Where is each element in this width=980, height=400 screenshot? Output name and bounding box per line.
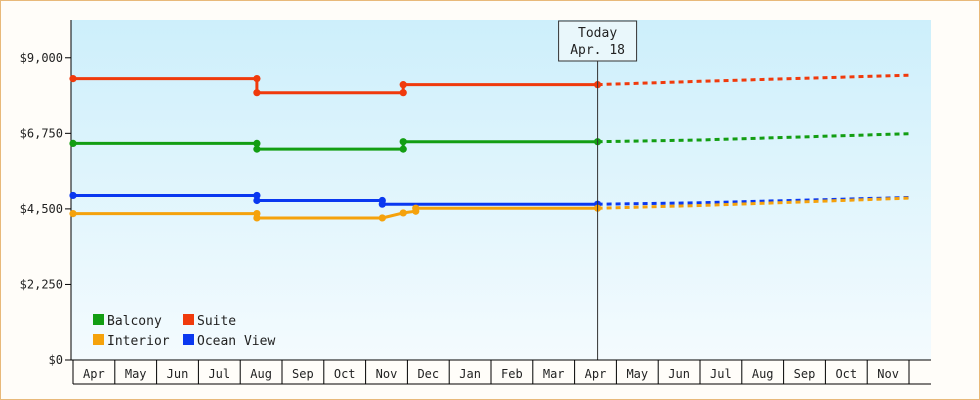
data-point-interior xyxy=(69,209,77,218)
x-tick-label: May xyxy=(125,367,147,381)
plot-area xyxy=(71,20,931,360)
data-point-ocean-view xyxy=(69,191,77,200)
today-label: Today xyxy=(578,26,617,41)
data-point-ocean-view xyxy=(378,200,386,208)
data-point-balcony xyxy=(399,145,407,153)
data-point-ocean-view xyxy=(253,191,261,200)
legend-swatch xyxy=(93,334,104,345)
legend: Balcony Suite Interior Ocean View xyxy=(93,314,275,349)
series-line-ocean-view xyxy=(73,194,598,206)
x-tick-label: Aug xyxy=(752,367,774,381)
today-box xyxy=(558,20,638,62)
x-tick-label: Sep xyxy=(292,367,314,381)
y-tick-label: $6,750 xyxy=(20,126,63,140)
y-tick-label: $4,500 xyxy=(20,202,63,216)
series-layer xyxy=(69,73,910,222)
x-tick-label: Mar xyxy=(543,367,565,381)
x-tick-label: Jul xyxy=(710,367,732,381)
data-point-ocean-view xyxy=(253,196,261,205)
legend-label: Interior xyxy=(107,334,170,349)
data-point-suite xyxy=(253,89,261,97)
x-tick-label: Oct xyxy=(835,367,857,381)
data-point-suite xyxy=(253,74,261,83)
series-line-suite xyxy=(73,77,598,95)
data-point-interior xyxy=(378,214,386,222)
x-axis: Apr May Jun Jul Aug Sep Oct Nov Dec Jan Feb Mar Apr M… xyxy=(71,359,931,385)
x-tick-label: Jul xyxy=(208,367,230,381)
x-tick-label: Nov xyxy=(877,367,899,381)
series-projection-suite xyxy=(597,73,910,87)
x-tick-label: Aug xyxy=(250,367,272,381)
data-point-interior xyxy=(399,209,407,217)
today-marker: Today Apr. 18 xyxy=(558,20,638,360)
data-point-suite xyxy=(69,74,77,83)
legend-label: Balcony xyxy=(107,314,162,329)
data-point-suite xyxy=(399,81,407,89)
x-tick-label: Oct xyxy=(334,367,356,381)
data-point-interior xyxy=(412,204,420,212)
series-projection-interior xyxy=(597,196,910,210)
x-tick-label: Apr xyxy=(585,367,607,381)
y-tick-label: $2,250 xyxy=(20,277,63,291)
x-tick-label: Jun xyxy=(668,367,690,381)
data-point-suite xyxy=(399,89,407,97)
x-tick-label: Jun xyxy=(167,367,189,381)
data-point-interior xyxy=(253,214,261,222)
x-tick-label: Nov xyxy=(376,367,398,381)
legend-swatch xyxy=(183,314,194,325)
x-tick-label: Dec xyxy=(417,367,439,381)
series-projection-ocean-view xyxy=(597,196,910,206)
x-tick-label: Apr xyxy=(83,367,105,381)
y-axis: $0 $2,250 $4,500 $6,750 $9,000 xyxy=(20,20,72,367)
x-tick-label: Sep xyxy=(794,367,816,381)
x-tick-label: May xyxy=(626,367,648,381)
series-line-balcony xyxy=(73,140,598,151)
today-date: Apr. 18 xyxy=(570,43,625,58)
series-projection-balcony xyxy=(597,132,910,144)
data-point-balcony xyxy=(69,139,77,148)
data-point-balcony xyxy=(399,138,407,146)
y-tick-label: $0 xyxy=(49,353,63,367)
legend-swatch xyxy=(93,314,104,325)
legend-swatch xyxy=(183,334,194,345)
legend-label: Suite xyxy=(197,314,236,329)
y-tick-label: $9,000 xyxy=(20,51,63,65)
data-point-balcony xyxy=(253,139,261,148)
data-point-balcony xyxy=(253,145,261,153)
legend-label: Ocean View xyxy=(197,334,275,349)
x-tick-label: Jan xyxy=(459,367,481,381)
x-tick-label: Feb xyxy=(501,367,523,381)
